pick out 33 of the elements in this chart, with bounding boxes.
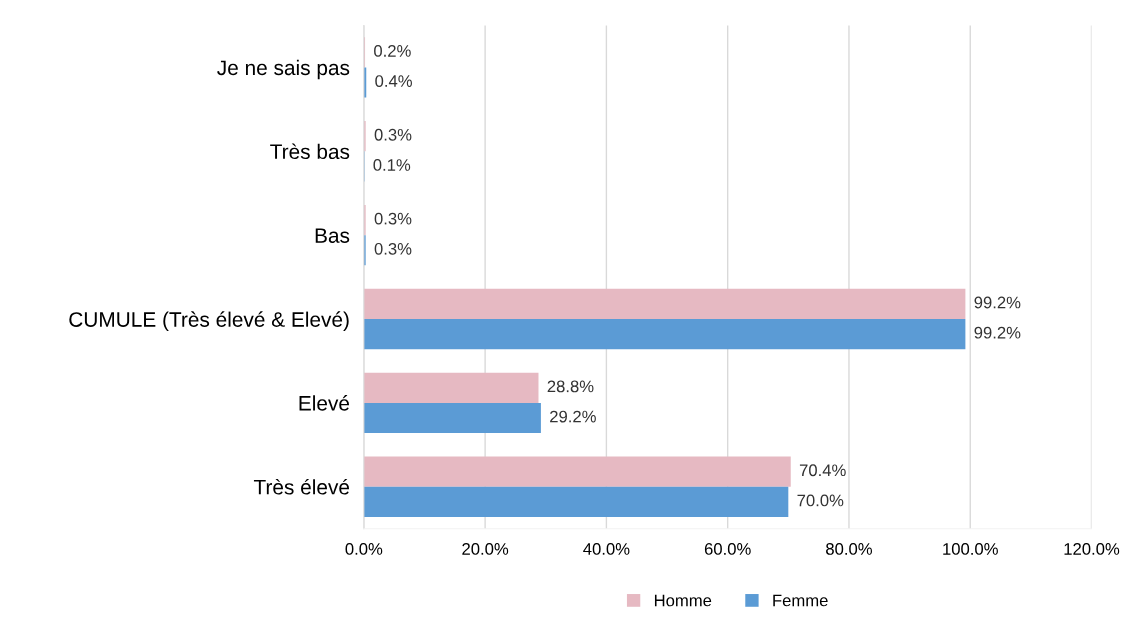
bar bbox=[363, 402, 541, 434]
bar bbox=[363, 486, 789, 517]
x-tick-label: 80.0% bbox=[826, 543, 872, 555]
data-label: 0.3% bbox=[374, 242, 412, 255]
data-label: 29.2% bbox=[550, 410, 596, 423]
data-label: 0.1% bbox=[373, 159, 411, 171]
data-label: 70.4% bbox=[799, 464, 846, 477]
data-label: 28.8% bbox=[547, 380, 594, 393]
y-tick-label: CUMULE (Très élevé & Elevé) bbox=[69, 311, 349, 332]
data-label: 0.3% bbox=[374, 212, 412, 225]
legend-label: Homme bbox=[654, 594, 712, 607]
y-tick-label: Elevé bbox=[299, 395, 350, 411]
x-tick-label: 120.0% bbox=[1064, 543, 1120, 555]
y-tick-label: Très élevé bbox=[253, 478, 350, 495]
x-tick-label: 20.0% bbox=[462, 543, 509, 555]
data-label: 0.4% bbox=[375, 75, 412, 87]
y-tick-label: Bas bbox=[315, 228, 350, 243]
bar bbox=[363, 372, 539, 403]
x-tick-label: 40.0% bbox=[583, 543, 630, 555]
x-tick-label: 0.0% bbox=[345, 543, 383, 555]
x-tick-label: 60.0% bbox=[704, 543, 751, 555]
bar bbox=[363, 288, 966, 320]
y-tick-label: Je ne sais pas bbox=[217, 59, 350, 80]
bar bbox=[363, 456, 791, 487]
data-label: 0.2% bbox=[374, 44, 411, 57]
x-tick-label: 100.0% bbox=[943, 543, 998, 555]
data-label: 0.3% bbox=[374, 128, 412, 141]
data-label: 99.2% bbox=[974, 326, 1021, 339]
data-label: 99.2% bbox=[974, 296, 1021, 309]
bar bbox=[363, 319, 966, 350]
data-label: 70.0% bbox=[797, 494, 844, 507]
y-tick-label: Très bas bbox=[270, 143, 350, 160]
legend-label: Femme bbox=[773, 594, 828, 607]
